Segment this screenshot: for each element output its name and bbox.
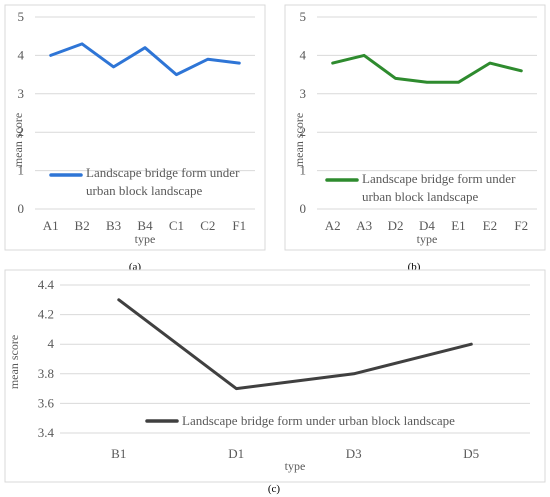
x-tick-label: B1	[111, 446, 126, 461]
y-tick-label: 5	[300, 9, 307, 24]
data-point	[238, 61, 241, 65]
x-tick-label: A2	[325, 218, 341, 233]
y-tick-label: 1	[300, 163, 307, 178]
x-tick-label: F1	[232, 218, 246, 233]
y-tick-label: 3.6	[38, 395, 55, 410]
x-tick-label: D4	[419, 218, 435, 233]
data-point	[206, 58, 210, 61]
x-axis-label: type	[417, 232, 438, 246]
y-tick-label: 2	[18, 124, 25, 139]
data-point	[49, 54, 52, 57]
x-tick-label: D3	[346, 446, 362, 461]
x-axis-label: type	[285, 459, 306, 473]
data-point	[175, 73, 178, 76]
data-point	[117, 298, 120, 301]
y-tick-label: 3.4	[38, 425, 55, 440]
y-tick-label: 4.4	[38, 277, 55, 292]
x-tick-label: E2	[483, 218, 497, 233]
data-point	[112, 65, 115, 69]
x-tick-label: F2	[514, 218, 528, 233]
x-tick-label: D5	[463, 446, 479, 461]
data-point	[470, 343, 473, 346]
data-point	[235, 387, 238, 390]
legend-entry: urban block landscape	[86, 183, 202, 198]
chart-panel: 0 1 2 3 4 5 A2 A3 D2 D4 E1 E2 F2 type mean score Landsc…	[284, 4, 546, 251]
chart-panel: 3.4 3.6 3.8 4 4.2 4.4 B1 D1 D3 D5 type mean score La…	[4, 269, 546, 483]
data-point	[352, 372, 355, 375]
legend-entry: Landscape bridge form under urban block …	[182, 413, 455, 428]
x-tick-label: B2	[75, 218, 90, 233]
x-tick-label: B4	[137, 218, 153, 233]
y-tick-label: 2	[300, 124, 307, 139]
legend-entry: Landscape bridge form under	[86, 165, 240, 180]
data-point	[520, 69, 523, 72]
x-tick-label: A1	[43, 218, 59, 233]
data-point	[394, 77, 397, 80]
y-tick-label: 3.8	[38, 366, 54, 381]
series-line	[117, 298, 473, 391]
x-tick-label: E1	[451, 218, 465, 233]
y-tick-label: 4	[48, 336, 55, 351]
y-tick-label: 4.2	[38, 307, 54, 322]
panel-frame	[4, 4, 266, 251]
data-point	[457, 81, 460, 84]
data-point	[362, 54, 366, 57]
y-tick-label: 5	[18, 9, 25, 24]
legend-entry: Landscape bridge form under	[362, 171, 516, 186]
panel-caption: (c)	[268, 483, 281, 495]
y-tick-label: 3	[300, 86, 307, 101]
y-axis-label: mean score	[11, 113, 25, 167]
x-tick-label: D1	[228, 446, 244, 461]
y-axis-label: mean score	[7, 335, 21, 389]
chart-panel: 0 1 2 3 4 5 A1 B2 B3 B4 C1 C2 F1 type mean score Landsc…	[4, 4, 266, 251]
data-point	[143, 46, 147, 49]
x-tick-label: C2	[200, 218, 215, 233]
x-tick-label: B3	[106, 218, 121, 233]
data-point	[331, 61, 334, 65]
panel-frame	[284, 4, 546, 251]
y-axis-label: mean score	[292, 113, 306, 167]
y-tick-label: 4	[18, 47, 25, 62]
y-tick-label: 0	[18, 201, 25, 216]
x-tick-label: D2	[388, 218, 404, 233]
x-tick-label: A3	[356, 218, 372, 233]
x-axis-label: type	[135, 232, 156, 246]
y-tick-label: 3	[18, 86, 25, 101]
data-point	[488, 61, 492, 65]
y-tick-label: 0	[300, 201, 307, 216]
legend-entry: urban block landscape	[362, 189, 478, 204]
data-point	[425, 81, 429, 84]
y-tick-label: 1	[18, 163, 25, 178]
y-tick-label: 4	[300, 47, 307, 62]
panel-frame	[4, 269, 546, 483]
x-tick-label: C1	[169, 218, 184, 233]
data-point	[80, 42, 84, 46]
